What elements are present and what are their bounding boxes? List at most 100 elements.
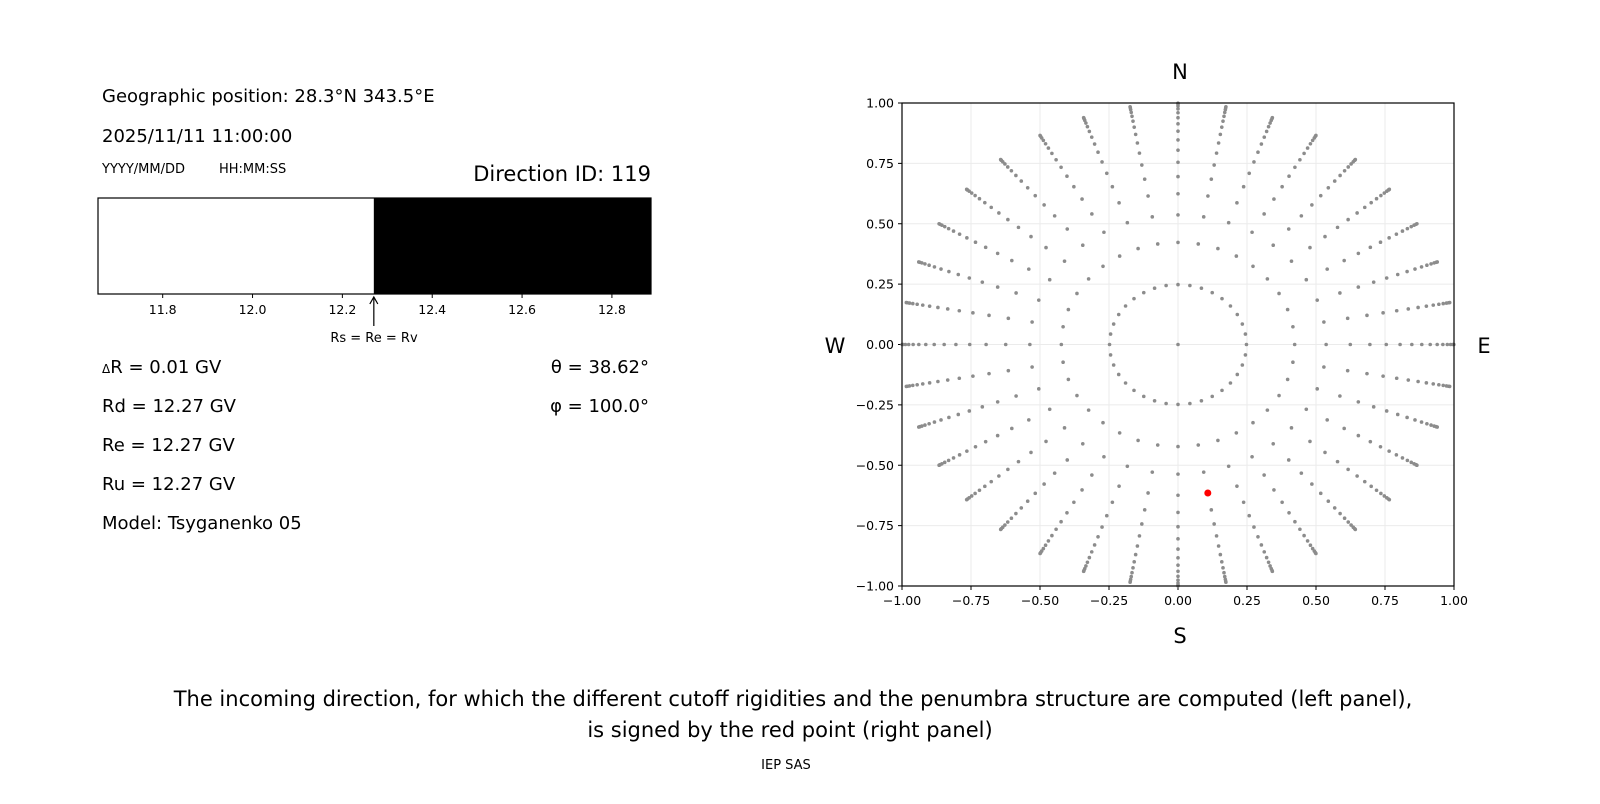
direction-point (1141, 394, 1146, 399)
direction-point (1110, 500, 1115, 505)
direction-point (1129, 574, 1134, 579)
direction-point (983, 439, 988, 444)
direction-point (1416, 379, 1420, 384)
direction-point (1322, 365, 1326, 369)
direction-point (1235, 201, 1239, 205)
direction-point (1090, 473, 1094, 477)
x-tick-label: 12.8 (598, 302, 626, 317)
direction-point (973, 240, 978, 244)
direction-point (1384, 409, 1389, 413)
direction-point (1338, 394, 1342, 398)
direction-point (937, 463, 941, 467)
direction-point (1209, 177, 1214, 181)
direction-point (1044, 439, 1048, 444)
direction-point (1100, 525, 1104, 529)
direction-point (1287, 510, 1291, 515)
x-tick-label: 0.25 (1233, 593, 1261, 608)
direction-point (1176, 148, 1180, 152)
direction-point (1028, 342, 1032, 347)
direction-point (977, 488, 982, 493)
direction-point (1406, 307, 1411, 311)
direction-point (965, 236, 969, 240)
direction-point (1214, 151, 1219, 155)
direction-point (1014, 511, 1018, 516)
x-tick-label: 0.75 (1371, 593, 1399, 608)
direction-point (1080, 243, 1085, 248)
direction-point (989, 479, 994, 484)
direction-point (1125, 220, 1130, 225)
direction-point (1356, 285, 1361, 289)
direction-point (987, 371, 991, 376)
direction-point (904, 384, 909, 389)
direction-point (1010, 426, 1014, 431)
direction-point (951, 229, 956, 233)
direction-point (939, 418, 943, 422)
direction-point (1419, 420, 1424, 424)
direction-point (957, 308, 962, 313)
direction-point (1141, 290, 1146, 295)
direction-point (1050, 151, 1054, 156)
direction-point (1368, 342, 1372, 347)
direction-point (1222, 110, 1227, 115)
direction-point (983, 245, 988, 250)
direction-point (915, 302, 919, 307)
direction-point (927, 421, 931, 426)
direction-point (923, 423, 927, 427)
direction-point (967, 276, 972, 280)
direction-point (1087, 555, 1092, 560)
direction-point (971, 374, 975, 378)
direction-point (1152, 286, 1157, 291)
direction-point (1335, 225, 1340, 230)
direction-point (1435, 425, 1440, 429)
direction-point (1219, 125, 1224, 129)
direction-point (1216, 246, 1220, 251)
direction-point (957, 453, 962, 457)
direction-point (1241, 500, 1246, 505)
direction-point (1176, 578, 1180, 582)
direction-point (915, 382, 919, 387)
direction-point (983, 484, 987, 489)
direction-point (1369, 484, 1373, 489)
direction-point (1387, 449, 1391, 453)
caption-line-1: The incoming direction, for which the di… (173, 687, 1413, 711)
direction-point (1176, 574, 1180, 579)
direction-point (1224, 104, 1228, 109)
direction-point (1176, 110, 1180, 115)
compass-west: W (825, 334, 846, 358)
direction-point (1435, 260, 1440, 264)
direction-point (1410, 342, 1414, 347)
direction-point (1286, 458, 1291, 462)
direction-point (1280, 184, 1284, 189)
ru-value: Ru = 12.27 GV (102, 474, 236, 495)
direction-point (1425, 263, 1429, 268)
direction-point (1081, 115, 1086, 120)
direction-point (904, 300, 909, 305)
direction-point (1176, 191, 1180, 196)
direction-point (1415, 222, 1419, 226)
direction-point (1310, 482, 1314, 486)
direction-point (1310, 203, 1314, 207)
direction-point (1176, 537, 1180, 541)
direction-point (1059, 165, 1063, 170)
direction-point (1419, 342, 1424, 347)
direction-point (1305, 146, 1310, 150)
penumbra-annotation: Rs = Re = Rv (330, 331, 418, 346)
direction-point (1338, 291, 1342, 295)
direction-point (1062, 426, 1067, 430)
x-tick-label: −0.50 (1021, 593, 1059, 608)
direction-point (1270, 569, 1275, 574)
direction-point (1080, 197, 1084, 201)
direction-point (1212, 522, 1216, 526)
direction-point (1247, 513, 1252, 518)
direction-point (1441, 301, 1446, 306)
direction-point (1132, 388, 1136, 393)
direction-point (1066, 377, 1071, 382)
direction-point (1101, 420, 1105, 425)
direction-point (1133, 552, 1138, 557)
direction-point (1110, 184, 1115, 189)
direction-point (947, 415, 951, 420)
direction-point (1029, 234, 1033, 239)
direction-point (1224, 580, 1228, 585)
direction-point (1346, 217, 1350, 222)
direction-point (1394, 453, 1399, 457)
